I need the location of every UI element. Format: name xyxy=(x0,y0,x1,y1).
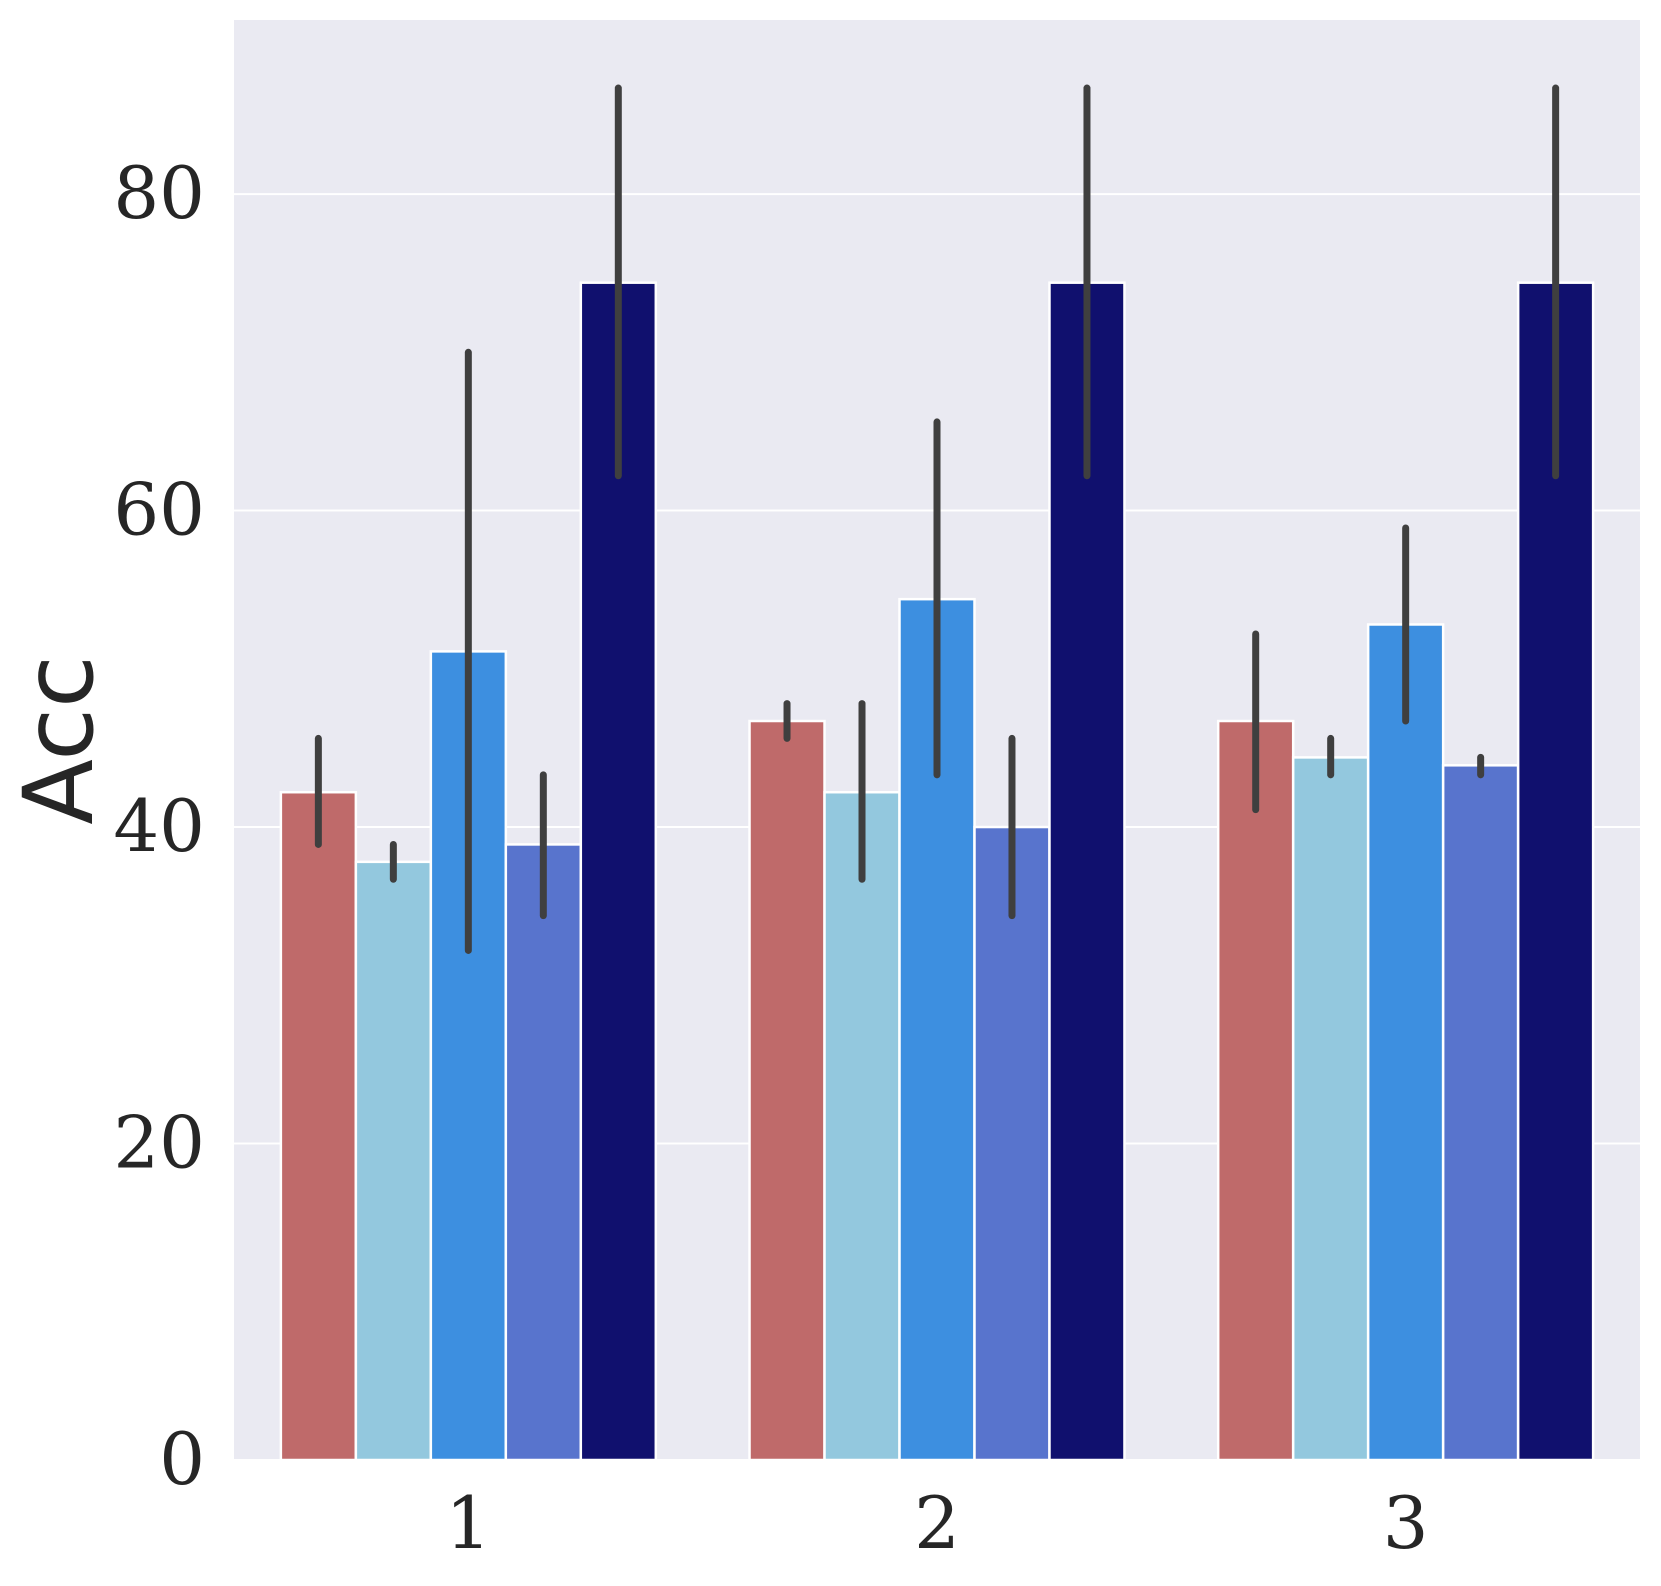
bar xyxy=(504,843,583,1462)
x-tick-label: 2 xyxy=(914,1481,960,1565)
bar xyxy=(279,790,358,1462)
x-tick-label: 3 xyxy=(1383,1481,1429,1565)
bar xyxy=(1291,756,1370,1462)
bars xyxy=(279,281,1595,1462)
x-tick-label: 1 xyxy=(445,1481,491,1565)
bar xyxy=(1441,764,1520,1462)
y-tick-label: 60 xyxy=(113,468,205,552)
bar xyxy=(973,825,1051,1462)
y-tick-label: 80 xyxy=(113,151,205,235)
y-tick-label: 20 xyxy=(113,1101,205,1185)
x-tick-labels: 1 2 3 xyxy=(445,1481,1428,1565)
y-tick-label: 40 xyxy=(113,784,205,868)
y-tick-label: 0 xyxy=(159,1417,205,1501)
error-bars xyxy=(314,84,1560,954)
bar xyxy=(1366,623,1445,1462)
y-axis-label: Acc xyxy=(3,655,115,825)
bar xyxy=(748,719,826,1462)
bar xyxy=(354,860,433,1462)
bar xyxy=(823,790,901,1462)
bar xyxy=(1216,719,1295,1462)
y-tick-labels: 0 20 40 60 80 xyxy=(113,151,205,1501)
